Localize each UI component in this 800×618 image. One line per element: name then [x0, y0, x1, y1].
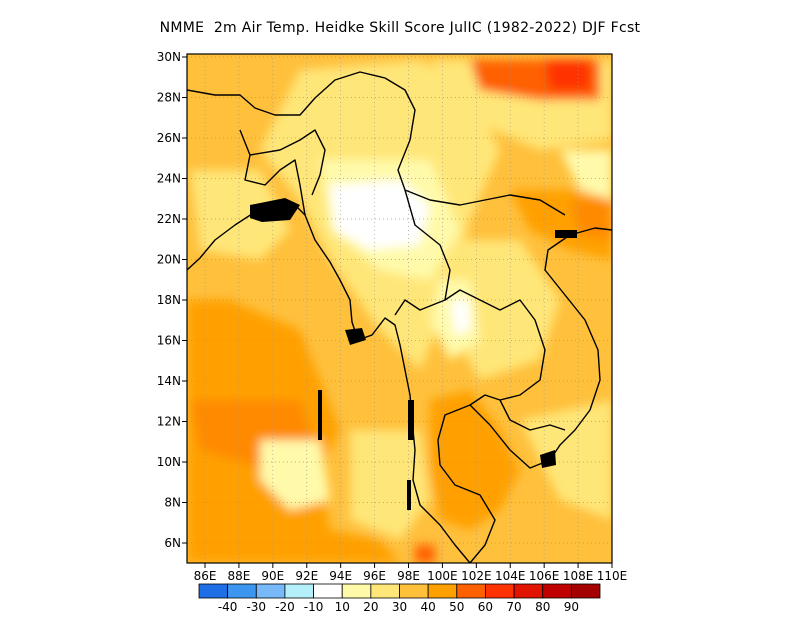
lon-label: 98E: [397, 569, 420, 583]
graticule: [187, 54, 612, 563]
colorbar-swatch: [198, 583, 229, 599]
colorbar-swatch: [255, 583, 286, 599]
lat-label: 18N: [157, 293, 181, 307]
colorbar-label: 30: [392, 600, 407, 614]
lat-label: 22N: [157, 212, 181, 226]
lat-label: 6N: [164, 536, 181, 550]
lon-label: 106E: [529, 569, 560, 583]
colorbar-swatch: [227, 583, 257, 599]
colorbar-swatch: [370, 583, 400, 599]
shaded-field: [187, 54, 612, 563]
colorbar-label: 50: [449, 600, 464, 614]
lat-label: 12N: [157, 415, 181, 429]
lat-label: 16N: [157, 334, 181, 348]
lon-label: 110E: [597, 569, 628, 583]
lat-label: 14N: [157, 374, 181, 388]
colorbar-label: 20: [363, 600, 378, 614]
chart-title: NMME 2m Air Temp. Heidke Skill Score Jul…: [159, 20, 641, 36]
lon-label: 108E: [563, 569, 594, 583]
lat-label: 30N: [157, 50, 181, 64]
plot-frame: [186, 53, 613, 564]
colorbar-swatch: [427, 583, 458, 599]
colorbar-swatch: [485, 583, 515, 599]
lon-label: 90E: [261, 569, 284, 583]
lat-label: 10N: [157, 455, 181, 469]
colorbar-swatch: [313, 583, 343, 599]
colorbar-swatch: [513, 583, 544, 599]
coastlines: [187, 71, 612, 563]
lon-label: 94E: [329, 569, 352, 583]
colorbar-swatch: [399, 583, 429, 599]
lon-label: 88E: [227, 569, 250, 583]
longitude-labels: 86E 88E 90E 92E 94E 96E 98E 100E 102E 104E 106E 108…: [194, 563, 628, 583]
lat-label: 26N: [157, 131, 181, 145]
colorbar-label: -40: [218, 600, 238, 614]
lon-label: 104E: [495, 569, 526, 583]
colorbar-label: 80: [535, 600, 550, 614]
lon-label: 102E: [461, 569, 492, 583]
colorbar-label: 60: [478, 600, 493, 614]
colorbar-swatch: [542, 583, 572, 599]
colorbar-swatch: [284, 583, 314, 599]
latitude-labels: 30N 28N 26N 24N 22N 20N 18N 16N 14N 12N 10N 8N 6N: [157, 50, 187, 550]
lon-label: 96E: [363, 569, 386, 583]
colorbar-label: 40: [421, 600, 436, 614]
colorbar: -40 -30 -20 -10 10 20 30 40 50 60 70 80 90: [198, 583, 601, 614]
colorbar-swatch: [456, 583, 486, 599]
colorbar-label: -10: [304, 600, 324, 614]
colorbar-label: -20: [275, 600, 295, 614]
colorbar-swatch: [570, 583, 601, 599]
island-clusters: [250, 198, 577, 510]
lon-label: 100E: [427, 569, 458, 583]
lat-label: 8N: [164, 496, 181, 510]
colorbar-label: 70: [506, 600, 521, 614]
lat-label: 28N: [157, 91, 181, 105]
lon-label: 92E: [295, 569, 318, 583]
colorbar-label: 10: [335, 600, 350, 614]
colorbar-swatch: [341, 583, 372, 599]
lon-label: 86E: [194, 569, 217, 583]
lat-label: 24N: [157, 172, 181, 186]
colorbar-label: 90: [564, 600, 579, 614]
colorbar-label: -30: [246, 600, 266, 614]
lat-label: 20N: [157, 253, 181, 267]
